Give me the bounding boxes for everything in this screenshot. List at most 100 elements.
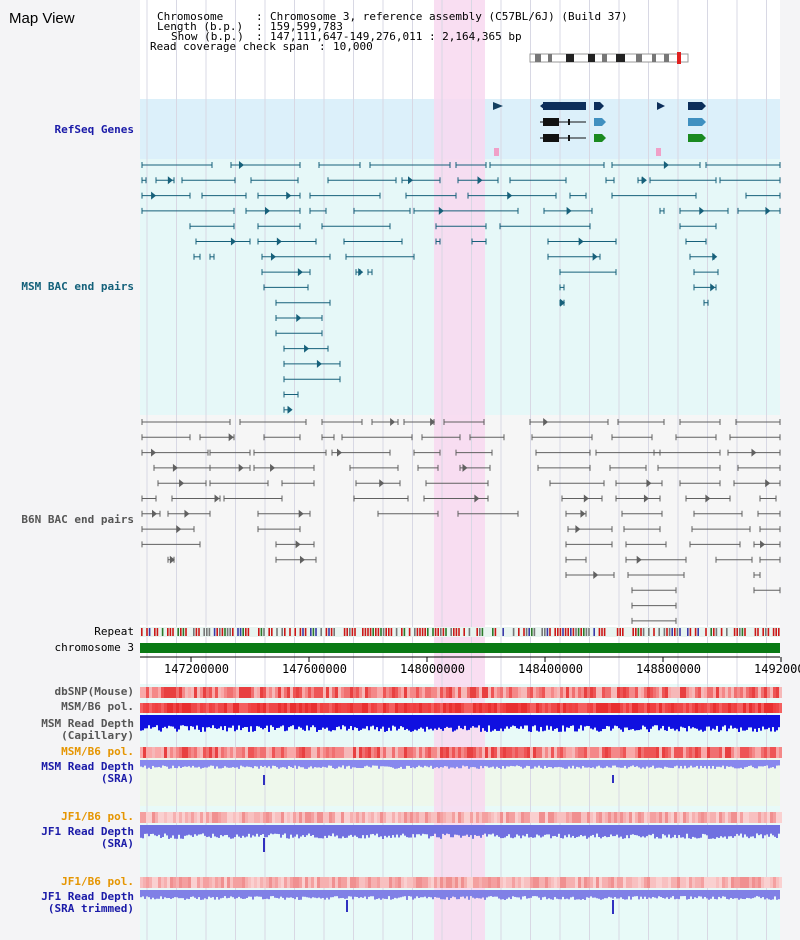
dbsnp-strip	[347, 687, 350, 698]
jf1-pol-strip	[764, 812, 767, 823]
msm-depth-capillary-bar	[386, 715, 388, 732]
repeat-mark	[765, 628, 767, 636]
jf1-depth-sra-bar	[376, 825, 378, 834]
track-label-jf1-b6-pol-2[interactable]: JF1/B6 pol.	[61, 875, 134, 888]
msm-depth-sra-bar	[776, 760, 778, 766]
jf1-depth-trimmed-bar	[586, 890, 588, 898]
msm-depth-capillary-bar	[216, 715, 218, 729]
jf1-depth-trimmed-bar	[380, 890, 382, 900]
msm-pol-strip-2	[740, 747, 743, 758]
msm-pol-strip	[407, 703, 410, 713]
msm-depth-capillary-bar	[356, 715, 358, 729]
track-label-jf1-b6-pol[interactable]: JF1/B6 pol.	[61, 810, 134, 823]
msm-depth-sra-bar	[646, 760, 648, 767]
jf1-depth-sra-bar	[768, 825, 770, 837]
msm-depth-sra-bar	[386, 760, 388, 767]
track-label-refseq[interactable]: RefSeq Genes	[54, 123, 134, 136]
track-label-msm-b6-pol-2[interactable]: MSM/B6 pol.	[61, 745, 134, 758]
msm-pol-strip	[530, 703, 533, 713]
msm-pol-strip	[230, 703, 233, 713]
msm-pol-strip	[683, 703, 686, 713]
track-label-msm-b6-pol[interactable]: MSM/B6 pol.	[61, 700, 134, 713]
jf1-depth-sra-bar	[338, 825, 340, 839]
repeat-mark	[635, 628, 637, 636]
track-label-chromosome[interactable]: chromosome 3	[54, 641, 134, 654]
dbsnp-strip	[608, 687, 611, 698]
jf1-depth-sra-bar	[442, 825, 444, 834]
jf1-depth-trimmed-bar	[278, 890, 280, 899]
jf1-depth-sra-bar	[622, 825, 624, 839]
msm-depth-sra-bar	[516, 760, 518, 766]
jf1-depth-sra-bar	[250, 825, 252, 838]
msm-depth-sra-bar	[734, 760, 736, 769]
msm-depth-capillary-bar	[180, 715, 182, 726]
repeat-mark	[531, 628, 533, 636]
jf1-pol-strip-2	[461, 877, 464, 888]
msm-depth-capillary-bar	[772, 715, 774, 728]
msm-depth-sra-bar	[740, 760, 742, 768]
jf1-depth-sra-bar	[758, 825, 760, 836]
msm-pol-strip-2	[377, 747, 380, 758]
jf1-depth-trimmed-bar	[144, 890, 146, 899]
dbsnp-strip	[359, 687, 362, 698]
repeat-mark	[325, 628, 328, 636]
jf1-pol-strip	[371, 812, 374, 823]
jf1-pol-strip	[179, 812, 182, 823]
msm-depth-capillary-bar	[170, 715, 172, 727]
msm-pol-strip	[503, 703, 506, 713]
track-label-msm-depth-capillary[interactable]: MSM Read Depth	[41, 717, 134, 730]
msm-depth-capillary-bar	[586, 715, 588, 726]
repeat-mark	[203, 628, 205, 636]
jf1-depth-trimmed-bar	[326, 890, 328, 898]
msm-pol-strip	[746, 703, 749, 713]
jf1-depth-trimmed-bar	[416, 890, 418, 897]
msm-depth-capillary-bar	[288, 715, 290, 728]
repeat-mark	[141, 628, 143, 636]
jf1-pol-strip-2	[677, 877, 680, 888]
dbsnp-strip	[506, 687, 509, 698]
repeat-mark	[156, 628, 159, 636]
msm-pol-strip-2	[392, 747, 395, 758]
msm-pol-strip-2	[473, 747, 476, 758]
msm-depth-capillary-bar	[558, 715, 560, 732]
jf1-depth-trimmed-bar	[408, 890, 410, 897]
jf1-depth-trimmed-bar	[312, 890, 314, 898]
msm-depth-sra-bar	[726, 760, 728, 767]
repeat-mark	[757, 628, 759, 636]
track-label-jf1-depth-sra[interactable]: JF1 Read Depth	[41, 825, 134, 838]
jf1-depth-trimmed-bar	[346, 890, 348, 899]
jf1-depth-trimmed-bar	[640, 890, 642, 897]
repeat-mark	[476, 628, 478, 636]
track-label-jf1-depth-trimmed[interactable]: JF1 Read Depth	[41, 890, 134, 903]
jf1-pol-strip-2	[239, 877, 242, 888]
msm-depth-capillary-bar	[604, 715, 606, 729]
msm-pol-strip	[275, 703, 278, 713]
track-label-msm-depth-sra[interactable]: MSM Read Depth	[41, 760, 134, 773]
jf1-depth-trimmed-bar	[364, 890, 366, 897]
msm-depth-sra-bar	[714, 760, 716, 769]
track-label-repeat[interactable]: Repeat	[94, 625, 134, 638]
jf1-depth-trimmed-bar	[418, 890, 420, 898]
track-label-msm-bac[interactable]: MSM BAC end pairs	[21, 280, 134, 293]
jf1-depth-sra-bar	[682, 825, 684, 838]
msm-pol-strip	[467, 703, 470, 713]
track-label-b6n-bac[interactable]: B6N BAC end pairs	[21, 513, 134, 526]
msm-depth-capillary-bar	[420, 715, 422, 728]
msm-depth-sra-bar	[410, 760, 412, 768]
msm-pol-strip	[335, 703, 338, 713]
track-label-dbsnp[interactable]: dbSNP(Mouse)	[54, 685, 134, 698]
msm-depth-capillary-bar	[418, 715, 420, 729]
jf1-pol-strip	[701, 812, 704, 823]
dbsnp-strip	[509, 687, 512, 698]
jf1-depth-sra-bar	[222, 825, 224, 837]
msm-depth-capillary-bar	[396, 715, 398, 731]
jf1-depth-trimmed-bar	[732, 890, 734, 899]
jf1-pol-strip	[458, 812, 461, 823]
jf1-pol-strip	[542, 812, 545, 823]
gene-exon	[594, 118, 602, 126]
msm-pol-strip-2	[710, 747, 713, 758]
repeat-mark	[593, 628, 595, 636]
repeat-mark	[671, 628, 673, 636]
msm-depth-sra-bar	[524, 760, 526, 768]
msm-depth-sra-bar	[414, 760, 416, 769]
